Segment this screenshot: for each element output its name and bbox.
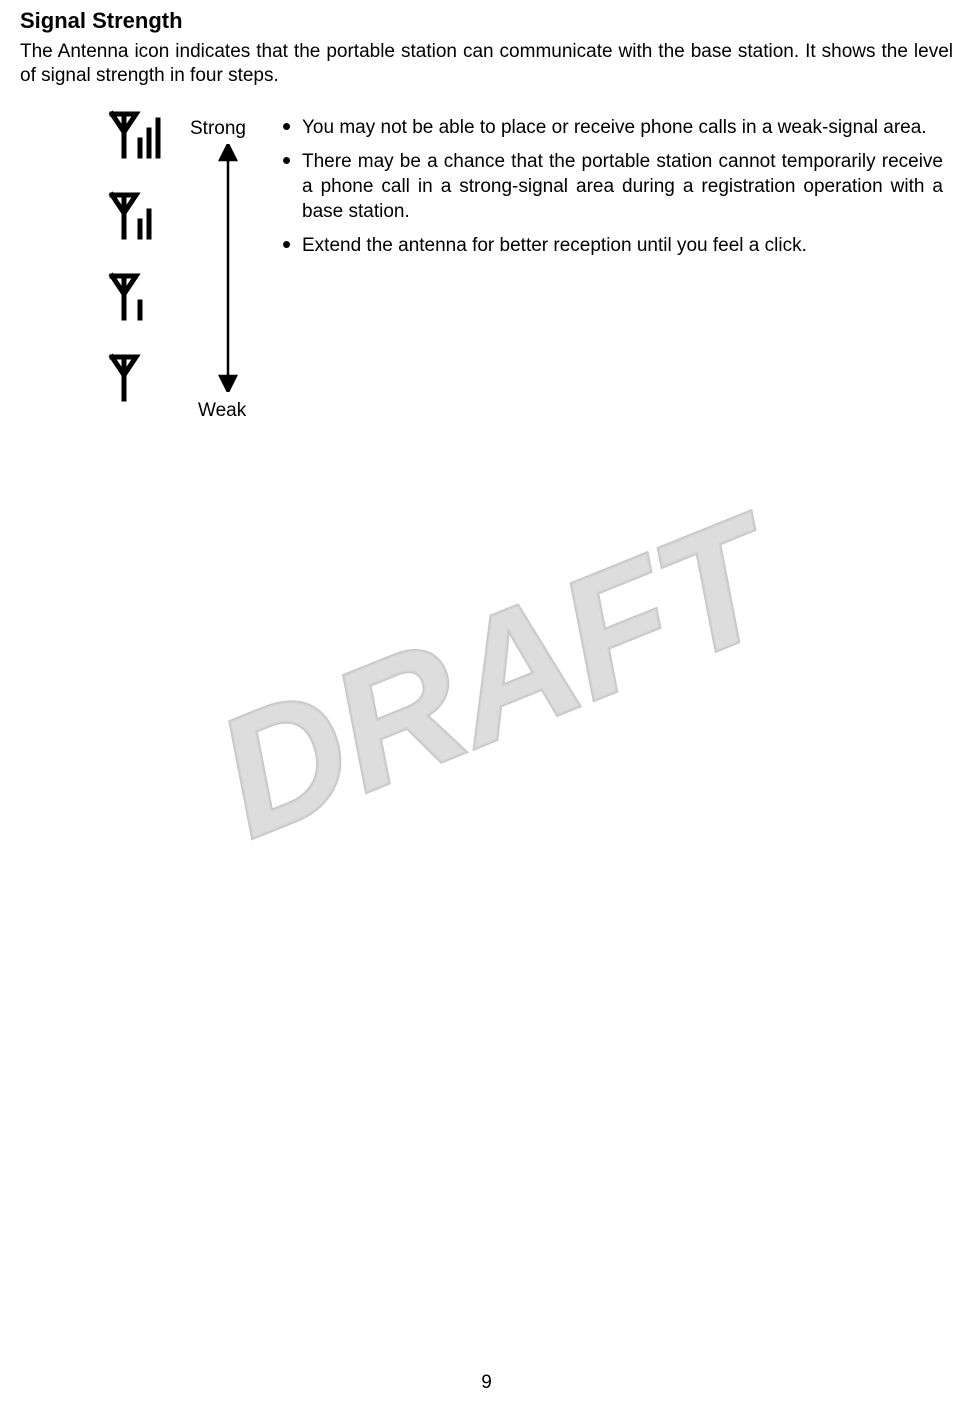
signal-icon-3 <box>108 191 164 246</box>
svg-text:DRAFT: DRAFT <box>192 477 808 873</box>
weak-label: Weak <box>198 400 246 422</box>
section-title: Signal Strength <box>20 8 953 34</box>
strong-label: Strong <box>190 118 246 140</box>
page-number: 9 <box>0 1372 973 1394</box>
bullet-item: There may be a chance that the portable … <box>280 150 943 224</box>
page-content: Signal Strength The Antenna icon indicat… <box>0 0 973 269</box>
right-column: You may not be able to place or receive … <box>280 110 953 269</box>
signal-icons-column <box>108 110 164 434</box>
signal-icon-strong <box>108 110 164 165</box>
strength-arrow <box>215 144 241 397</box>
left-column: Strong Weak <box>20 110 280 269</box>
bullet-item: Extend the antenna for better reception … <box>280 234 943 259</box>
draft-watermark: DRAFT DRAFT <box>150 440 850 945</box>
signal-icon-2 <box>108 272 164 327</box>
main-row: Strong Weak You may not be able to place… <box>20 110 953 269</box>
intro-paragraph: The Antenna icon indicates that the port… <box>20 40 953 88</box>
bullet-item: You may not be able to place or receive … <box>280 116 943 141</box>
svg-text:DRAFT: DRAFT <box>192 477 808 873</box>
signal-icon-weak <box>108 353 164 408</box>
bullet-list: You may not be able to place or receive … <box>280 116 943 259</box>
